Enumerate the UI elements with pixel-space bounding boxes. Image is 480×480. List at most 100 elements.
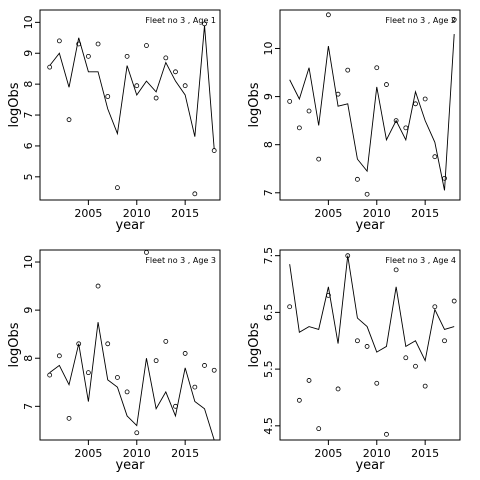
y-tick-label: 5.5 [262,360,275,378]
observation-point [134,430,140,436]
observation-point [76,341,82,347]
observation-point [66,415,72,421]
observation-point [182,351,188,356]
observation-point [95,41,101,47]
observation-point [115,185,120,191]
y-tick-label: 5 [22,173,35,180]
observation-point [422,96,428,102]
observation-point [202,21,207,27]
observation-point [374,380,380,386]
panel-2: 2005 2010 2015 7 8 9 10 year logObs Fleet no 3 , … [247,9,461,233]
observation-point [335,386,341,392]
y-tick-label: 9 [262,93,275,100]
observation-point [296,397,302,403]
panel-3: 2005 2010 2015 7 8 9 10 year logObs Fleet no 3 , … [7,249,221,473]
y-tick-label: 8 [262,141,275,148]
observation-point [451,298,457,304]
x-axis-label: year [115,458,145,473]
panel-title: Fleet no 3 , Age 1 [145,16,216,25]
observation-point [442,175,447,181]
observation-point [306,108,312,114]
observation-point [442,338,447,344]
observation-point [211,148,217,153]
x-tick-label: 2005 [74,447,102,460]
y-tick-label: 6.5 [262,304,275,322]
observation-point [192,384,198,390]
fitted-line [289,34,455,191]
y-tick-label: 8 [22,81,35,88]
x-tick-label: 2005 [314,207,342,220]
observation-point [287,98,293,104]
y-axis-label: logObs [7,322,22,367]
x-axis-label: year [355,458,385,473]
fitted-line [49,25,215,150]
panel-title: Fleet no 3 , Age 3 [145,256,216,265]
observation-point [124,389,130,395]
panel-4: 2005 2010 2015 4.5 5.5 6.5 7.5 year logObs Fleet … [247,247,461,473]
x-tick-label: 2015 [411,207,439,220]
observation-point [85,370,91,376]
observation-point [335,91,341,97]
observation-point [364,191,370,197]
observation-point [153,358,159,364]
plot-frame [39,9,221,201]
y-tick-label: 7 [22,112,35,119]
observation-point [85,53,91,59]
observation-point [296,125,302,131]
observation-point [56,38,62,44]
observation-point [144,43,149,48]
y-tick-label: 9 [22,50,35,57]
observation-point [432,304,438,310]
observation-point [403,125,409,131]
observation-point [345,67,351,73]
observation-point [384,431,389,437]
observation-point [105,341,111,347]
observation-point [364,344,370,349]
x-axis-label: year [115,218,145,233]
observation-point [325,292,331,298]
observation-point [316,156,322,162]
observation-point [163,338,169,344]
panel-title: Fleet no 3 , Age 2 [385,16,456,25]
fitted-line [289,255,455,363]
observation-point [115,375,120,380]
y-tick-label: 8 [22,355,35,362]
y-axis-label: logObs [247,82,262,127]
observation-point [47,64,53,70]
y-tick-label: 10 [22,15,35,29]
observation-point [413,101,418,107]
observation-point [182,83,188,89]
panel-1: 2005 2010 2015 5 6 7 8 9 10 year logObs Fleet no 3 … [7,9,221,233]
x-tick-label: 2005 [314,447,342,460]
plot-frame [39,249,221,441]
observation-point [374,65,380,71]
observation-point [173,403,178,409]
x-tick-label: 2015 [411,447,439,460]
observation-point [192,191,198,197]
observation-point [76,41,82,47]
y-tick-label: 10 [262,41,275,55]
observation-point [355,176,360,182]
observation-point [393,118,399,124]
observation-point [211,367,217,373]
y-tick-label: 7 [22,403,35,410]
y-tick-label: 9 [22,307,35,314]
y-tick-label: 4.5 [262,417,275,435]
observation-point [451,17,457,23]
y-axis-label: logObs [247,322,262,367]
observation-point [56,353,62,359]
y-axis-label: logObs [7,82,22,127]
y-tick-label: 6 [22,142,35,149]
observation-point [47,372,53,378]
x-tick-label: 2010 [363,447,391,460]
observation-point [384,82,389,87]
y-tick-label: 10 [22,255,35,269]
x-tick-label: 2010 [363,207,391,220]
x-tick-label: 2015 [171,207,199,220]
observation-point [306,378,312,383]
plot-frame [279,9,461,201]
x-tick-label: 2015 [171,447,199,460]
x-tick-label: 2010 [123,447,151,460]
observation-point [163,55,169,61]
